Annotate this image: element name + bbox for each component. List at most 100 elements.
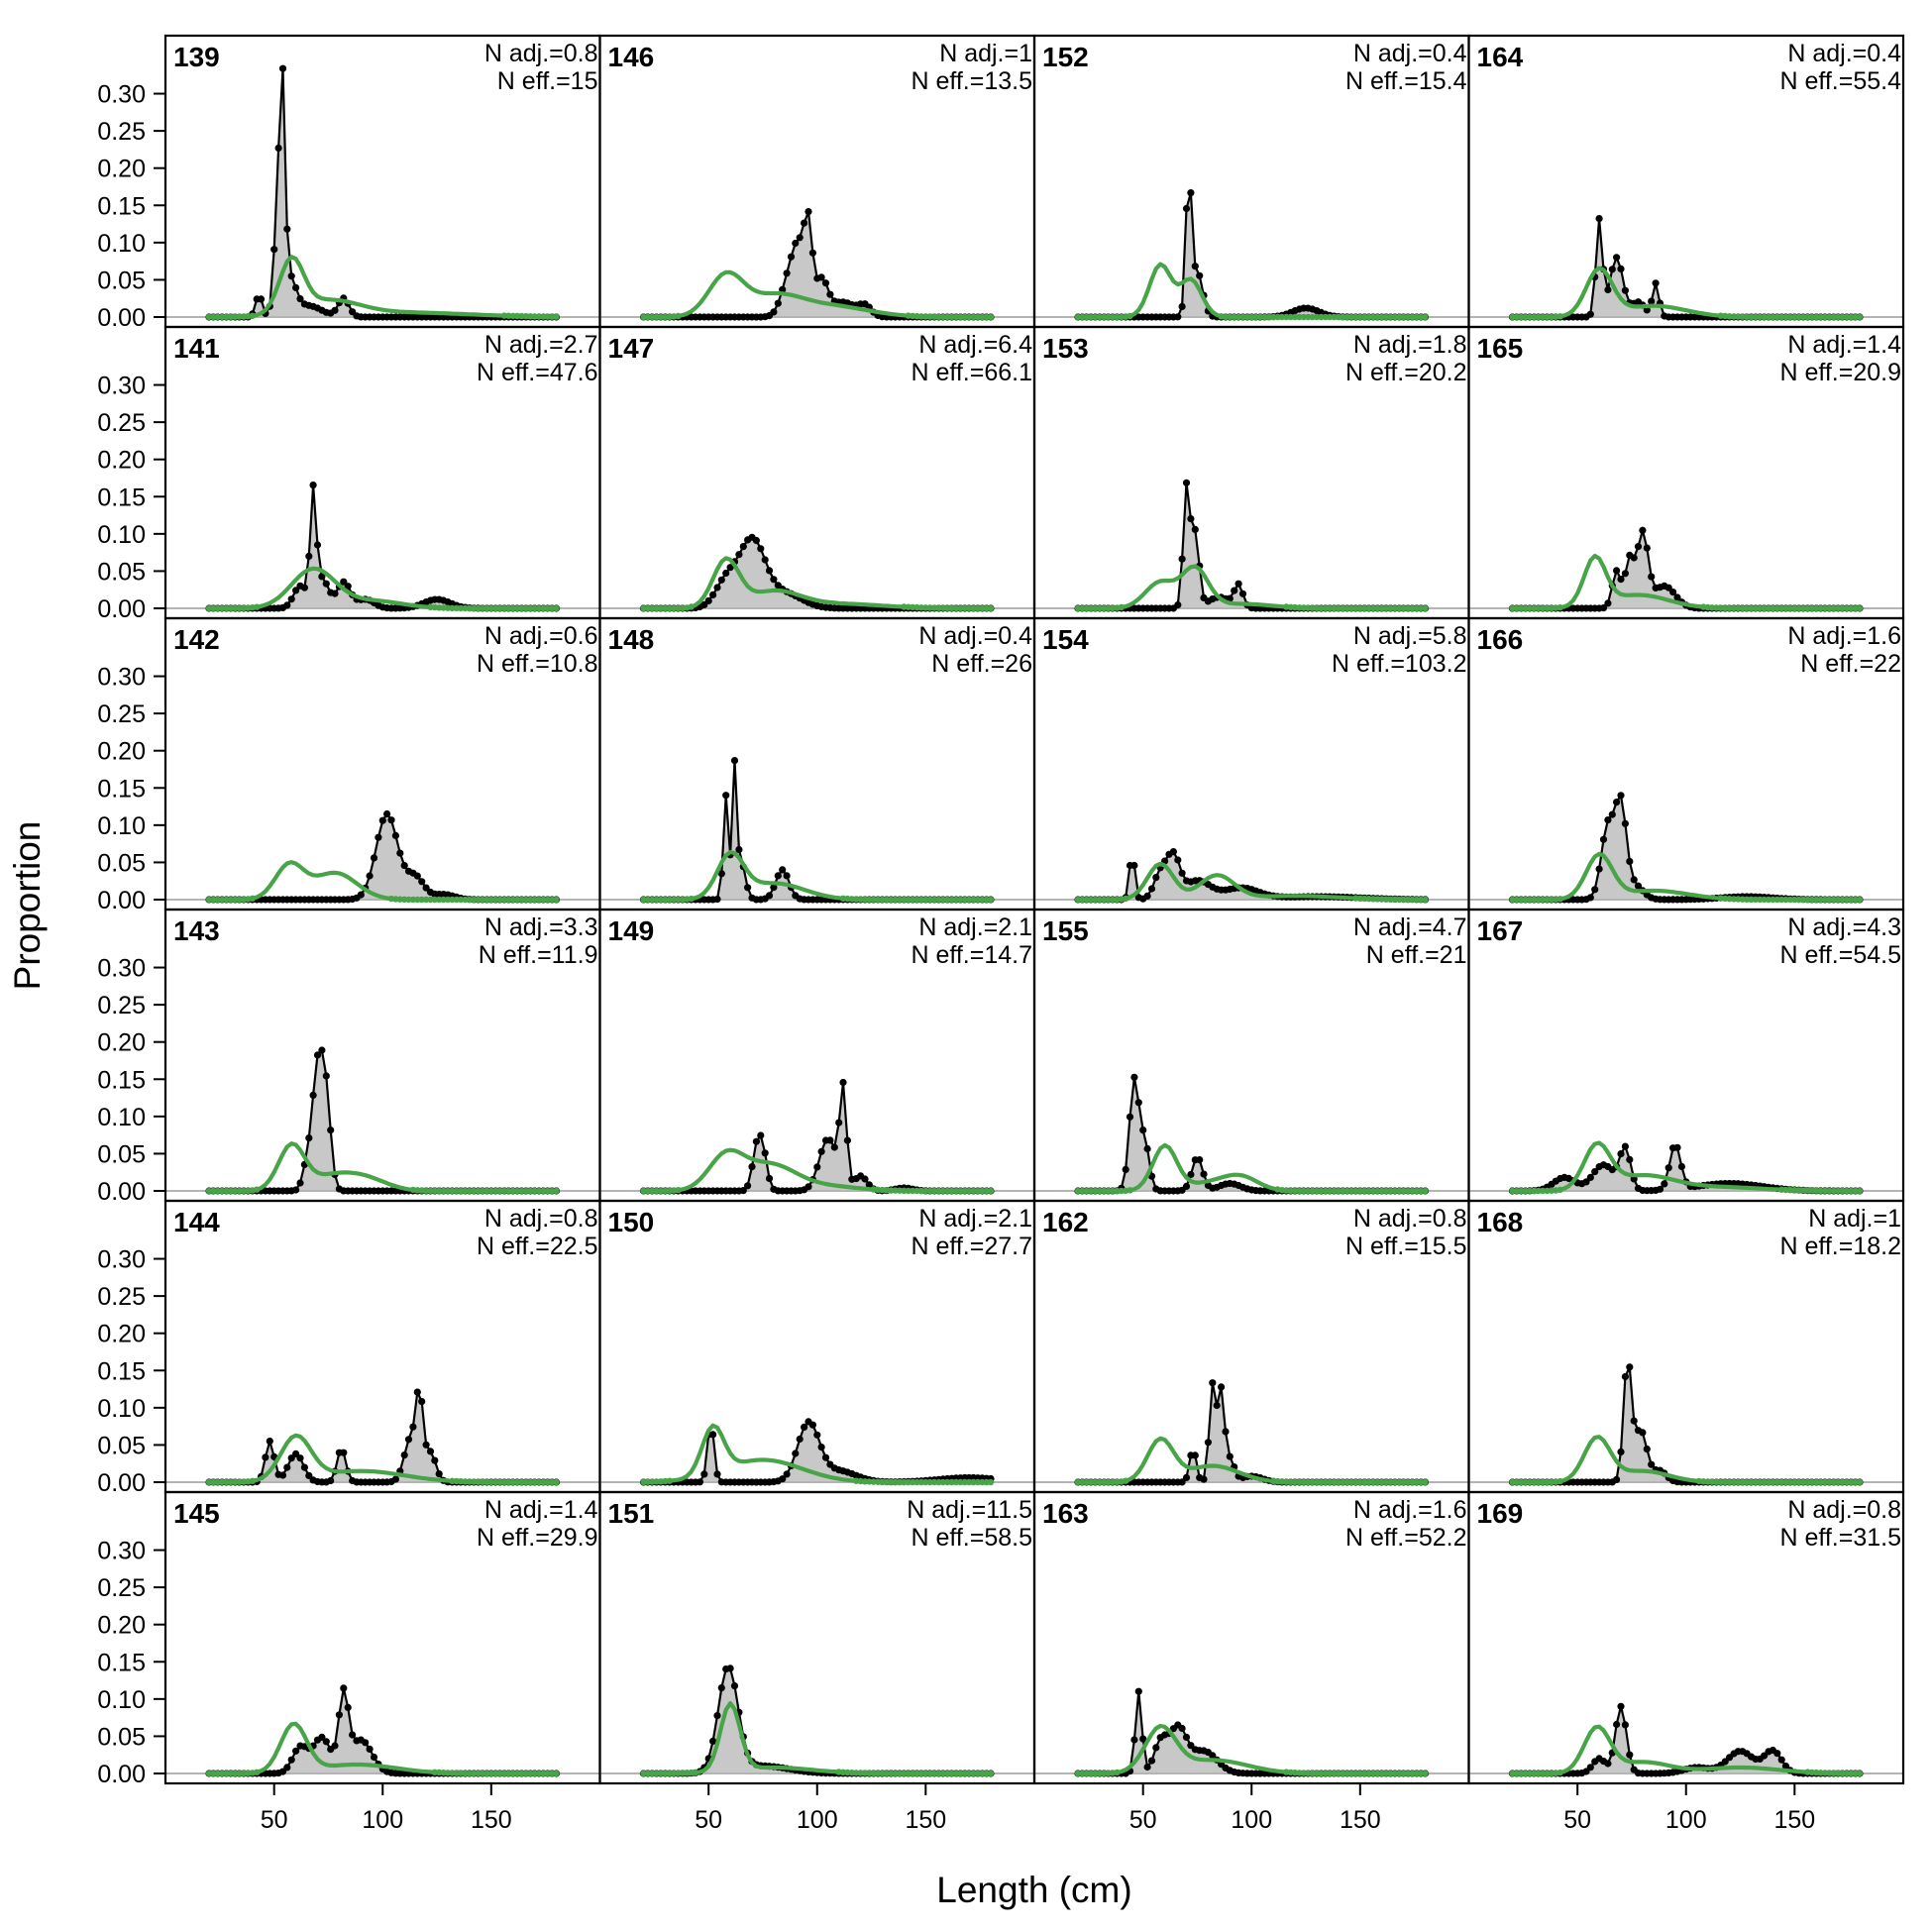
observed-point bbox=[1191, 1451, 1199, 1459]
expected-point bbox=[1770, 604, 1776, 612]
expected-points-169 bbox=[1509, 1769, 1864, 1777]
expected-point bbox=[1843, 313, 1851, 321]
expected-point bbox=[218, 1478, 226, 1486]
observed-point bbox=[1586, 1173, 1594, 1181]
observed-point bbox=[292, 283, 300, 291]
observed-point bbox=[391, 831, 399, 840]
observed-point bbox=[1152, 874, 1160, 882]
expected-point bbox=[1096, 1478, 1104, 1486]
n-eff-label: N eff.=14.7 bbox=[911, 941, 1032, 969]
expected-point bbox=[1843, 1187, 1851, 1195]
expected-point bbox=[1378, 1478, 1385, 1486]
expected-point bbox=[1326, 1770, 1334, 1777]
observed-point bbox=[1617, 1150, 1625, 1158]
observed-point bbox=[1178, 1724, 1186, 1733]
expected-point bbox=[1848, 1770, 1855, 1777]
n-adj-label: N adj.=0.4 bbox=[918, 622, 1032, 650]
expected-point bbox=[879, 896, 886, 904]
observed-point bbox=[713, 896, 721, 904]
expected-point bbox=[1261, 313, 1268, 321]
expected-point bbox=[540, 604, 547, 612]
expected-point bbox=[1748, 1478, 1755, 1486]
expected-point bbox=[1083, 896, 1090, 904]
observed-point bbox=[1613, 799, 1621, 806]
n-adj-label: N adj.=3.3 bbox=[484, 913, 598, 941]
expected-point bbox=[952, 1187, 960, 1195]
observed-point bbox=[1187, 1170, 1195, 1179]
expected-point bbox=[1105, 313, 1112, 321]
expected-point bbox=[1391, 313, 1399, 321]
expected-point bbox=[1513, 1187, 1521, 1195]
expected-point bbox=[1105, 1187, 1112, 1195]
expected-point bbox=[879, 1770, 886, 1777]
expected-point bbox=[649, 1187, 656, 1195]
observed-point bbox=[765, 567, 774, 575]
observed-point bbox=[805, 208, 812, 216]
observed-area-167 bbox=[1512, 1146, 1860, 1191]
expected-point bbox=[1544, 313, 1551, 321]
expected-point bbox=[1361, 604, 1368, 612]
expected-point bbox=[892, 1770, 899, 1777]
observed-point bbox=[327, 1476, 335, 1485]
panel-139: 139 N adj.=0.8N eff.=15 bbox=[163, 34, 601, 329]
expected-point bbox=[487, 604, 494, 612]
observed-point bbox=[387, 816, 395, 824]
expected-point bbox=[1365, 604, 1372, 612]
expected-point bbox=[1352, 313, 1359, 321]
expected-point bbox=[1400, 1187, 1407, 1195]
expected-point bbox=[1378, 1770, 1385, 1777]
expected-point bbox=[449, 604, 456, 611]
expected-point bbox=[653, 896, 660, 904]
expected-line-152 bbox=[1078, 262, 1426, 320]
expected-point bbox=[987, 1187, 995, 1195]
observed-point bbox=[422, 884, 430, 892]
expected-point bbox=[974, 1187, 982, 1195]
expected-point bbox=[1799, 313, 1807, 321]
panel-162: 162 N adj.=0.8N eff.=15.5 bbox=[1032, 1199, 1470, 1494]
expected-point bbox=[1843, 1478, 1851, 1486]
expected-point bbox=[444, 896, 452, 904]
expected-point bbox=[1752, 1478, 1760, 1486]
panel-label: 148 bbox=[608, 624, 655, 655]
observed-point bbox=[1630, 876, 1638, 884]
expected-point bbox=[1365, 1187, 1372, 1195]
expected-point bbox=[414, 896, 421, 904]
expected-point bbox=[952, 604, 960, 612]
expected-point bbox=[1726, 1478, 1733, 1486]
expected-point bbox=[1826, 313, 1833, 321]
expected-line-169 bbox=[1512, 1724, 1860, 1776]
expected-point bbox=[1347, 1478, 1355, 1486]
expected-point bbox=[1391, 1770, 1399, 1777]
expected-points-146 bbox=[640, 312, 995, 321]
expected-point bbox=[1335, 1770, 1342, 1777]
observed-point bbox=[1143, 892, 1151, 901]
expected-point bbox=[965, 313, 973, 321]
expected-point bbox=[483, 1187, 490, 1195]
expected-line-168 bbox=[1512, 1435, 1860, 1485]
observed-point bbox=[400, 862, 408, 870]
x-axis-title: Length (cm) bbox=[936, 1870, 1131, 1910]
expected-point bbox=[1387, 896, 1394, 903]
expected-point bbox=[518, 1770, 525, 1777]
expected-point bbox=[1770, 1478, 1776, 1486]
y-tick-label: 0.20 bbox=[97, 1321, 146, 1348]
expected-point bbox=[1256, 313, 1264, 321]
expected-point bbox=[1231, 313, 1237, 321]
expected-point bbox=[1356, 604, 1364, 612]
n-eff-label: N eff.=103.2 bbox=[1332, 650, 1466, 678]
expected-point bbox=[1313, 313, 1321, 321]
expected-point bbox=[1400, 604, 1407, 612]
y-tick-label: 0.05 bbox=[97, 1432, 146, 1459]
observed-point bbox=[1648, 573, 1656, 581]
observed-point bbox=[287, 1756, 295, 1764]
x-tick-label: 150 bbox=[1773, 1806, 1815, 1834]
expected-point bbox=[544, 1478, 551, 1486]
expected-point bbox=[1556, 1477, 1563, 1485]
panel-165: 165 N adj.=1.4N eff.=20.9 bbox=[1467, 325, 1905, 620]
observed-point bbox=[821, 1453, 830, 1461]
observed-points-143 bbox=[205, 1046, 561, 1195]
observed-point bbox=[1626, 1363, 1634, 1371]
observed-point bbox=[257, 295, 266, 303]
n-adj-label: N adj.=0.8 bbox=[1353, 1205, 1467, 1233]
